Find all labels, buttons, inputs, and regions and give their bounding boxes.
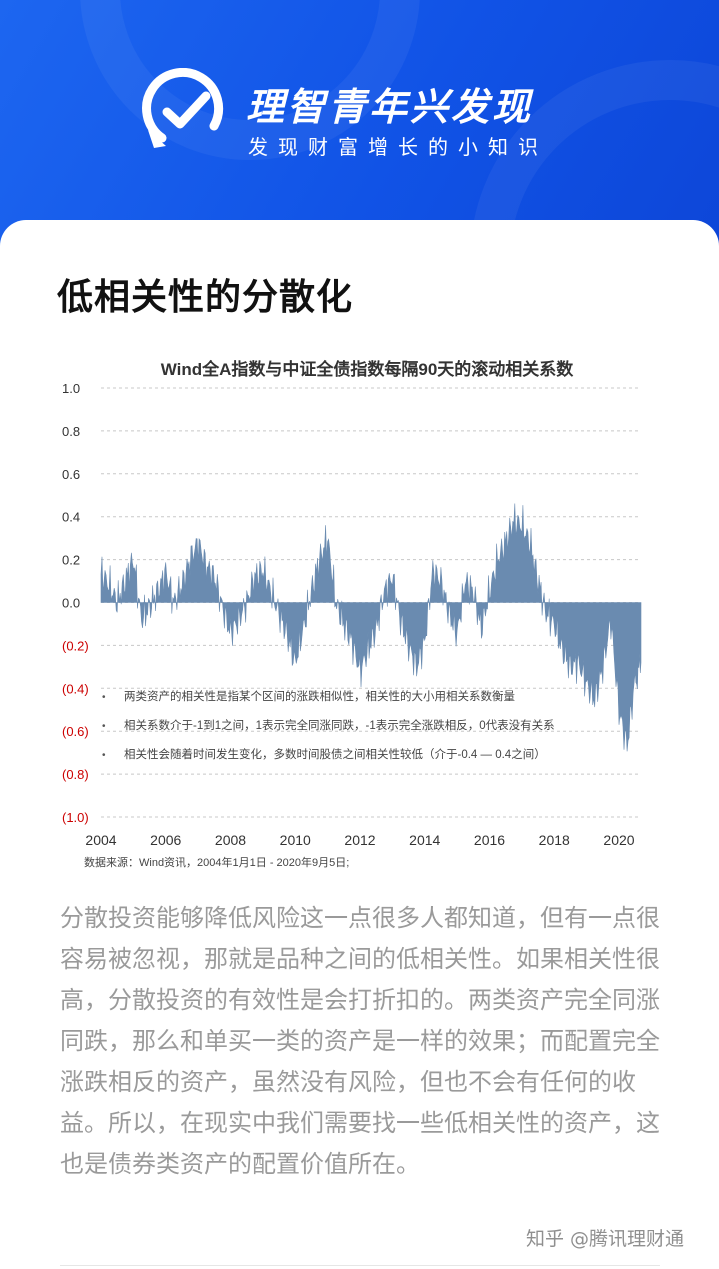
y-tick-label: (0.8) xyxy=(62,767,89,782)
x-tick-label: 2016 xyxy=(474,832,505,848)
divider xyxy=(60,1265,660,1266)
series-area xyxy=(100,503,642,752)
chart-gridlines xyxy=(101,387,641,818)
y-tick-label: 0.2 xyxy=(62,553,80,568)
article-heading: 低相关性的分散化 xyxy=(57,277,354,318)
x-tick-label: 2012 xyxy=(344,832,375,848)
x-tick-label: 2020 xyxy=(603,832,634,848)
note-bullet: • xyxy=(102,692,106,703)
chart-notes: • 两类资产的相关性是指某个区间的涨跌相似性，相关性的大小用相关系数衡量 • 相关系数… xyxy=(102,689,555,761)
x-tick-label: 2010 xyxy=(280,832,311,848)
x-tick-label: 2004 xyxy=(85,832,116,848)
header-banner: 理智青年兴发现 发现财富增长的小知识 xyxy=(0,0,719,260)
chart-note: 两类资产的相关性是指某个区间的涨跌相似性，相关性的大小用相关系数衡量 xyxy=(124,689,515,703)
y-tick-label: 0.8 xyxy=(62,424,80,439)
chart-series-area xyxy=(100,503,642,752)
chart-note: 相关性会随着时间发生变化，多数时间股债之间相关性较低（介于-0.4 — 0.4之… xyxy=(124,747,546,761)
y-tick-label: 1.0 xyxy=(62,381,80,396)
x-tick-label: 2018 xyxy=(539,832,570,848)
x-tick-label: 2008 xyxy=(215,832,246,848)
y-tick-label: 0.0 xyxy=(62,596,80,611)
y-tick-label: (0.4) xyxy=(62,681,89,696)
brand-title: 理智青年兴发现 xyxy=(246,85,534,129)
y-tick-label: (1.0) xyxy=(62,810,89,825)
y-axis-ticks: 1.0 0.8 0.6 0.4 0.2 0.0 (0.2) (0.4) (0.6) (0.8) (1… xyxy=(62,381,89,825)
note-bullet: • xyxy=(102,750,106,761)
y-tick-label: (0.6) xyxy=(62,724,89,739)
x-tick-label: 2006 xyxy=(150,832,181,848)
chart-title: Wind全A指数与中证全债指数每隔90天的滚动相关系数 xyxy=(161,359,575,379)
correlation-chart: Wind全A指数与中证全债指数每隔90天的滚动相关系数 1.0 0.8 0.6 0.4… xyxy=(62,359,642,869)
article-paragraph: 分散投资能够降低风险这一点很多人都知道，但有一点很容易被忽视，那就是品种之间的低… xyxy=(60,904,660,1178)
watermark-text: 知乎 @腾讯理财通 xyxy=(526,1228,685,1250)
note-bullet: • xyxy=(102,721,106,732)
chart-source: 数据来源：Wind资讯，2004年1月1日 - 2020年9月5日; xyxy=(84,855,349,869)
brand-subtitle: 发现财富增长的小知识 xyxy=(248,135,548,159)
y-tick-label: 0.6 xyxy=(62,467,80,482)
x-tick-label: 2014 xyxy=(409,832,440,848)
y-tick-label: (0.2) xyxy=(62,638,89,653)
check-circle-icon xyxy=(142,68,224,148)
x-axis-ticks: 2004 2006 2008 2010 2012 2014 2016 2018 2020 xyxy=(85,832,634,848)
y-tick-label: 0.4 xyxy=(62,510,80,525)
content-card xyxy=(0,220,719,1269)
chart-note: 相关系数介于-1到1之间，1表示完全同涨同跌，-1表示完全涨跌相反，0代表没有关… xyxy=(124,718,555,732)
